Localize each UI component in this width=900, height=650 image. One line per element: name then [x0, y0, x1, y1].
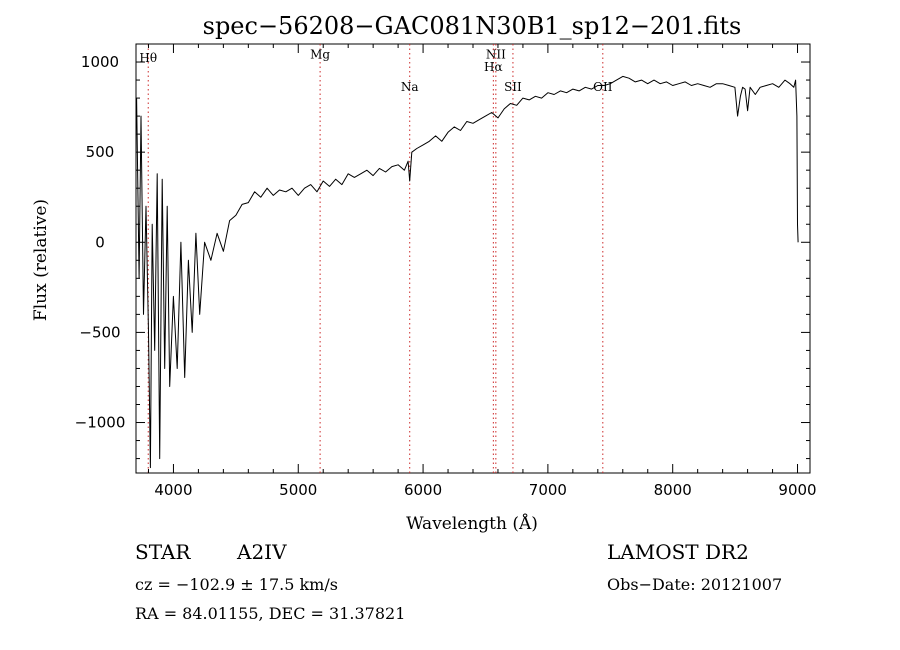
- x-tick-label: 5000: [279, 481, 317, 499]
- x-axis-label: Wavelength (Å): [406, 513, 538, 534]
- feature-label: SII: [504, 80, 522, 94]
- y-tick-label: 0: [95, 233, 105, 251]
- spectrum-line: [136, 75, 799, 469]
- x-tick-label: 6000: [404, 481, 442, 499]
- y-tick-label: −1000: [75, 414, 126, 432]
- x-tick-label: 4000: [154, 481, 192, 499]
- y-tick-label: 500: [86, 143, 115, 161]
- y-tick-label: 1000: [81, 53, 119, 71]
- plot-frame: [135, 43, 811, 474]
- redshift-velocity: cz = −102.9 ± 17.5 km/s: [135, 575, 338, 594]
- observation-date: Obs−Date: 20121007: [607, 575, 783, 594]
- x-tick-label: 7000: [529, 481, 567, 499]
- y-axis-label: Flux (relative): [31, 199, 51, 321]
- feature-label: OII: [593, 80, 613, 94]
- feature-label: Na: [401, 80, 419, 94]
- y-tick-label: −500: [79, 323, 120, 341]
- feature-label: Hα: [484, 60, 503, 74]
- feature-label: Mg: [310, 47, 330, 61]
- coordinates: RA = 84.01155, DEC = 31.37821: [135, 604, 406, 623]
- object-type: STAR: [135, 540, 191, 564]
- survey-name: LAMOST DR2: [607, 540, 749, 564]
- feature-label: NII: [486, 47, 506, 61]
- spectral-subclass: A2IV: [237, 540, 287, 564]
- x-tick-label: 8000: [654, 481, 692, 499]
- feature-label: Hθ: [139, 51, 157, 65]
- x-tick-label: 9000: [778, 481, 816, 499]
- chart-title: spec−56208−GAC081N30B1_sp12−201.fits: [203, 12, 742, 40]
